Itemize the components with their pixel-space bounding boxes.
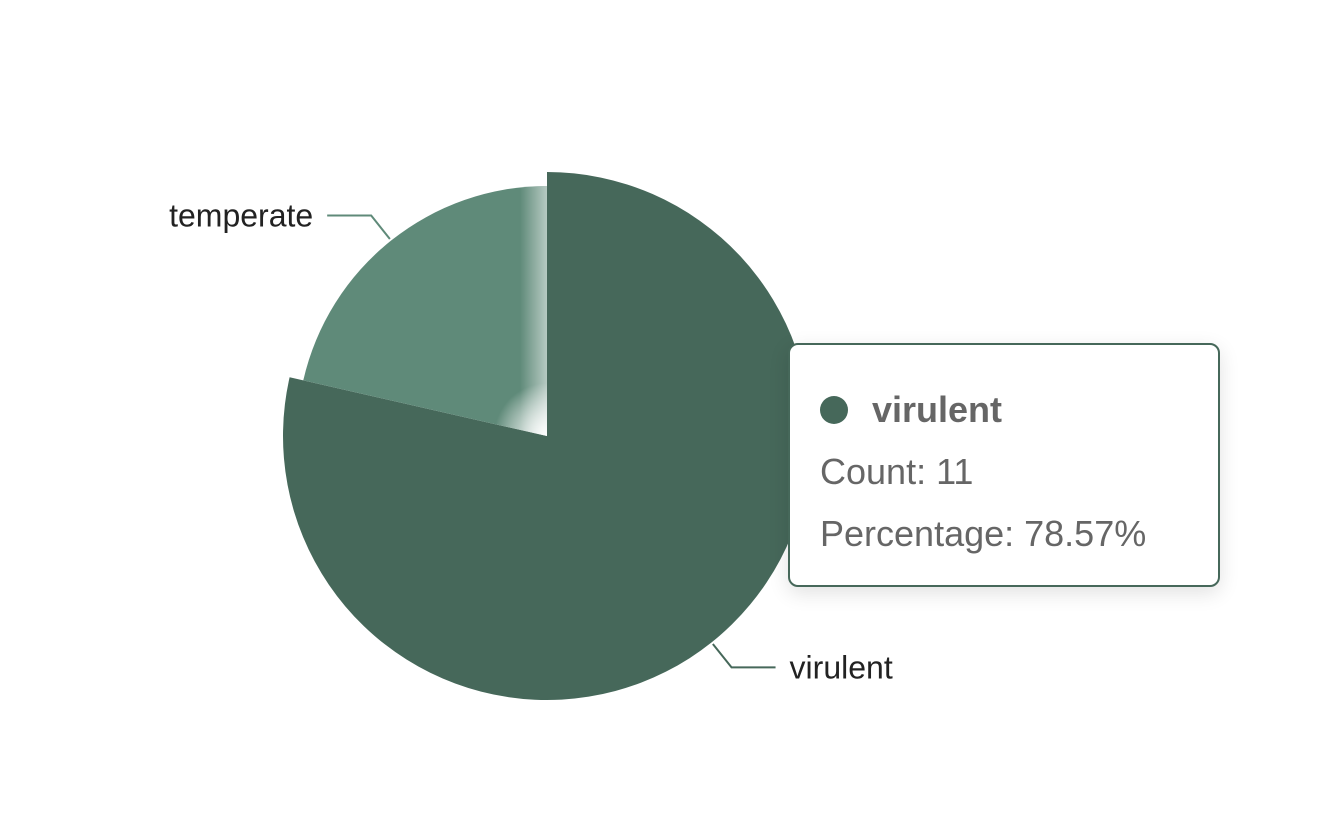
- leader-line-virulent: [712, 643, 776, 669]
- leader-line-temperate: [327, 214, 391, 240]
- tooltip-header: virulent: [820, 379, 1218, 441]
- tooltip-percentage: Percentage: 78.57%: [820, 513, 1147, 554]
- slice-label-virulent: virulent: [790, 649, 893, 685]
- tooltip: virulent Count: 11 Percentage: 78.57%: [788, 343, 1220, 587]
- slice-temperate-shading: [303, 186, 547, 436]
- slices-layer: [282, 172, 812, 700]
- tooltip-count: Count: 11: [820, 451, 974, 492]
- slice-label-temperate: temperate: [169, 198, 313, 234]
- labels-layer: virulent temperate: [169, 198, 893, 686]
- tooltip-series-name: virulent: [872, 389, 1003, 430]
- series-dot-icon: [820, 396, 848, 424]
